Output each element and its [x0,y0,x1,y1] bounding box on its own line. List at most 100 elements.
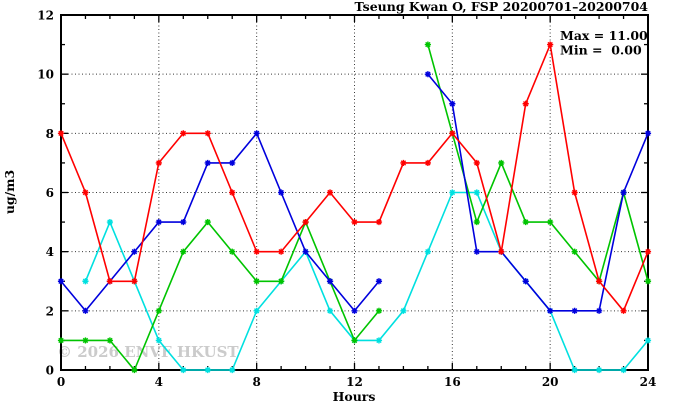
data-point-blue [302,248,309,255]
data-point-cyan [449,189,456,196]
data-point-red [131,278,138,285]
data-point-green [204,218,211,226]
series-cyan-line [84,191,649,371]
data-point-cyan [253,307,260,314]
data-point-green [253,278,260,285]
data-point-cyan [424,248,431,255]
data-point-red [571,189,578,196]
data-point-cyan [620,366,627,374]
data-point-red [351,218,358,226]
x-axis-label: Hours [333,389,376,404]
data-point-cyan [180,366,187,374]
x-tick-label: 20 [542,375,559,389]
data-point-blue [204,159,211,167]
x-tick-label: 4 [155,375,163,389]
y-tick-label: 4 [46,245,54,259]
data-point-cyan [106,218,114,226]
legend-min-label: Min = 0.00 [560,43,642,58]
data-point-red [400,159,407,167]
y-axis-label: ug/m3 [2,170,17,214]
data-point-red [229,189,236,196]
data-point-cyan [595,366,603,374]
x-tick-label: 8 [252,375,260,389]
legend-max-label: Max = 11.00 [560,28,648,43]
data-point-cyan [375,337,383,344]
data-point-red [253,248,260,255]
data-point-green [424,41,431,48]
data-point-blue [595,307,603,314]
data-point-blue [57,278,65,285]
data-point-green [278,278,285,285]
data-point-cyan [644,337,652,344]
data-point-red [375,218,383,226]
data-point-cyan [204,366,211,374]
data-point-red [620,307,627,314]
data-point-green [351,337,358,344]
data-point-green [571,248,578,255]
data-point-blue [229,159,236,167]
y-tick-label: 6 [46,186,54,200]
data-point-green [229,248,236,255]
data-point-red [326,189,334,196]
data-point-green [106,337,114,344]
data-point-green [57,337,65,344]
data-point-green [375,307,383,314]
data-point-cyan [155,337,162,344]
data-point-red [278,248,285,255]
data-point-blue [449,100,456,107]
x-tick-label: 16 [444,375,461,389]
data-point-cyan [229,366,236,374]
data-point-red [155,159,162,167]
data-point-blue [620,189,627,196]
data-point-red [57,130,65,137]
y-tick-label: 12 [37,9,54,23]
data-point-red [644,248,652,255]
data-point-green [522,218,529,226]
data-point-blue [473,248,480,255]
data-point-red [473,159,480,167]
data-point-cyan [326,307,334,314]
y-tick-label: 0 [46,364,54,378]
data-point-blue [180,218,187,226]
y-tick-label: 8 [46,127,54,141]
data-point-blue [131,248,138,255]
data-point-red [106,278,114,285]
x-tick-label: 0 [57,375,65,389]
data-point-red [180,130,187,137]
data-point-green [547,218,554,226]
watermark: © 2026 ENVF HKUST [57,343,239,361]
data-point-blue [82,307,89,314]
data-point-red [424,159,431,167]
y-tick-label: 10 [37,68,54,82]
y-tick-label: 2 [46,304,54,318]
data-point-blue [278,189,285,196]
data-point-green [131,366,138,374]
data-point-green [82,337,89,344]
data-point-cyan [473,189,480,196]
data-point-blue [375,278,383,285]
data-point-blue [644,130,652,137]
data-point-blue [351,307,358,314]
data-point-red [302,218,309,226]
data-point-red [498,248,505,255]
data-point-blue [155,218,162,226]
data-point-green [473,218,480,226]
data-point-green [155,307,162,314]
data-point-red [547,41,554,48]
data-point-red [449,130,456,137]
chart-title: Tseung Kwan O, FSP 20200701–20200704 [355,0,649,14]
data-point-blue [326,278,334,285]
data-point-green [180,248,187,255]
data-point-red [595,278,603,285]
x-tick-label: 24 [640,375,657,389]
data-point-cyan [571,366,578,374]
data-point-green [644,278,652,285]
data-point-blue [547,307,554,314]
data-point-blue [522,278,529,285]
data-point-blue [253,130,260,137]
x-tick-label: 12 [346,375,363,389]
data-point-red [522,100,529,107]
